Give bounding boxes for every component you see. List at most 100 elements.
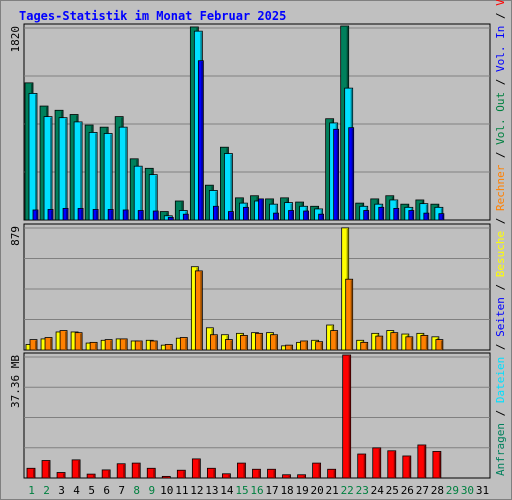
bar-shadow-rechner-day-13 bbox=[215, 335, 217, 350]
legend-part-1: / bbox=[494, 403, 507, 423]
bar-shadow-volumen-day-4 bbox=[78, 460, 80, 478]
bar-volumen-day-24 bbox=[372, 447, 382, 479]
bar-rechner-day-2 bbox=[44, 337, 53, 351]
bar-shadow-rechner-day-14 bbox=[230, 340, 233, 350]
bar-rechner-day-16 bbox=[255, 332, 263, 351]
bar-shadow-rechner-day-15 bbox=[245, 336, 248, 350]
legend-part-5: / bbox=[494, 277, 507, 297]
bar-seiten-day-5 bbox=[92, 209, 99, 221]
chart-title: Tages-Statistik im Monat Februar 2025 bbox=[19, 9, 287, 23]
x-tick-label-day-3: 3 bbox=[58, 484, 65, 497]
bar-seiten-day-22 bbox=[348, 127, 355, 221]
bar-rechner-day-3 bbox=[59, 330, 68, 351]
bar-shadow-rechner-day-2 bbox=[50, 338, 52, 350]
bar-seiten-day-3 bbox=[62, 207, 69, 221]
bar-shadow-seiten-day-6 bbox=[111, 210, 113, 220]
bar-volumen-day-13 bbox=[206, 467, 216, 479]
x-tick-label-day-19: 19 bbox=[295, 484, 308, 497]
bar-shadow-seiten-day-13 bbox=[216, 207, 218, 220]
bar-shadow-seiten-day-2 bbox=[51, 210, 53, 220]
bar-shadow-rechner-day-23 bbox=[365, 343, 368, 350]
bar-volumen-day-19 bbox=[297, 474, 306, 479]
bar-shadow-rechner-day-7 bbox=[125, 339, 127, 350]
bar-shadow-volumen-day-27 bbox=[423, 445, 426, 478]
bar-shadow-seiten-day-23 bbox=[366, 211, 369, 220]
x-tick-label-day-31: 31 bbox=[476, 484, 489, 497]
bar-shadow-seiten-day-11 bbox=[186, 215, 188, 220]
bar-seiten-day-7 bbox=[122, 209, 129, 221]
bar-shadow-rechner-day-11 bbox=[185, 338, 187, 350]
bar-volumen-day-5 bbox=[86, 473, 96, 479]
bar-rechner-day-28 bbox=[435, 339, 444, 351]
legend-part-10: Vol. Out bbox=[494, 92, 507, 145]
bar-shadow-dateien-day-8 bbox=[140, 167, 142, 220]
bar-seiten-day-11 bbox=[182, 213, 189, 221]
bar-shadow-volumen-day-12 bbox=[198, 459, 200, 478]
bar-rechner-day-11 bbox=[179, 337, 188, 351]
bar-seiten-day-19 bbox=[303, 210, 309, 221]
bar-rechner-day-1 bbox=[29, 339, 38, 351]
bar-rechner-day-23 bbox=[360, 341, 369, 351]
bar-seiten-day-16 bbox=[258, 198, 264, 221]
x-tick-label-day-5: 5 bbox=[88, 484, 95, 497]
bar-shadow-rechner-day-27 bbox=[425, 336, 428, 350]
bar-volumen-day-8 bbox=[131, 462, 141, 479]
bar-volumen-day-21 bbox=[327, 468, 337, 479]
bar-seiten-day-1 bbox=[32, 209, 39, 221]
bar-seiten-day-8 bbox=[137, 210, 144, 221]
x-tick-label-day-15: 15 bbox=[235, 484, 248, 497]
bar-rechner-day-9 bbox=[149, 340, 158, 351]
bar-shadow-volumen-day-22 bbox=[348, 356, 351, 478]
legend-part-14: Volumen bbox=[494, 0, 507, 6]
bar-shadow-volumen-day-14 bbox=[228, 474, 231, 478]
bar-volumen-day-2 bbox=[41, 460, 51, 479]
bar-shadow-volumen-day-8 bbox=[138, 464, 140, 478]
bar-shadow-rechner-day-1 bbox=[35, 340, 37, 350]
bar-rechner-day-18 bbox=[285, 344, 293, 351]
bar-shadow-rechner-day-4 bbox=[80, 333, 82, 350]
bar-shadow-dateien-day-5 bbox=[95, 133, 97, 220]
bar-shadow-seiten-day-15 bbox=[246, 208, 249, 220]
x-tick-label-day-30: 30 bbox=[461, 484, 474, 497]
x-tick-label-day-8: 8 bbox=[133, 484, 140, 497]
panel-2-y-max-label: 879 bbox=[9, 226, 22, 246]
bar-shadow-volumen-day-16 bbox=[258, 470, 261, 478]
bar-shadow-dateien-day-13 bbox=[215, 191, 217, 220]
x-tick-label-day-29: 29 bbox=[446, 484, 459, 497]
bar-shadow-volumen-day-9 bbox=[153, 469, 155, 478]
bar-seiten-day-25 bbox=[393, 207, 400, 221]
bar-shadow-dateien-day-6 bbox=[110, 134, 112, 220]
bar-shadow-rechner-day-28 bbox=[440, 340, 443, 350]
bar-shadow-rechner-day-20 bbox=[320, 342, 323, 350]
bar-volumen-day-23 bbox=[357, 453, 367, 479]
legend-part-13: / bbox=[494, 6, 507, 26]
bar-volumen-day-7 bbox=[116, 463, 126, 479]
bar-shadow-seiten-day-8 bbox=[141, 211, 143, 220]
x-tick-label-day-21: 21 bbox=[326, 484, 339, 497]
bar-shadow-volumen-day-3 bbox=[63, 473, 65, 478]
bar-rechner-day-13 bbox=[209, 334, 218, 351]
bar-shadow-volumen-day-24 bbox=[378, 448, 381, 478]
bar-seiten-day-13 bbox=[212, 205, 219, 221]
bar-shadow-seiten-day-24 bbox=[381, 208, 384, 220]
bar-shadow-seiten-day-1 bbox=[36, 210, 38, 220]
bar-shadow-dateien-day-14 bbox=[230, 154, 233, 220]
x-tick-label-day-16: 16 bbox=[250, 484, 263, 497]
x-tick-label-day-22: 22 bbox=[341, 484, 354, 497]
bar-shadow-rechner-day-6 bbox=[110, 340, 112, 350]
bar-rechner-day-21 bbox=[330, 330, 339, 351]
bar-shadow-seiten-day-5 bbox=[96, 210, 98, 220]
bar-shadow-seiten-day-12 bbox=[201, 61, 203, 221]
bar-shadow-volumen-day-2 bbox=[48, 461, 50, 478]
panel-3-y-max-label: 37.36 MB bbox=[9, 355, 22, 408]
bar-shadow-dateien-day-2 bbox=[50, 117, 52, 220]
legend-part-6: Besuche bbox=[494, 231, 507, 277]
legend-part-8: Rechner bbox=[494, 164, 507, 211]
bar-seiten-day-27 bbox=[423, 212, 430, 221]
bar-rechner-day-20 bbox=[315, 341, 324, 351]
bar-seiten-day-26 bbox=[408, 210, 415, 221]
bar-shadow-volumen-day-5 bbox=[93, 475, 95, 478]
right-legend: Anfragen / Dateien / Seiten / Besuche / … bbox=[494, 0, 507, 476]
panel-2-background bbox=[23, 223, 491, 351]
